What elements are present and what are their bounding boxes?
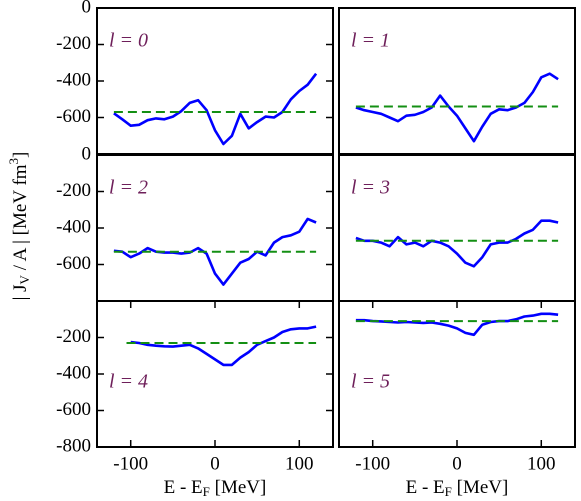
y-axis-label-part: 3 <box>6 158 21 165</box>
x-axis-label-part: F <box>445 484 452 499</box>
panel-label: l = 5 <box>351 371 390 393</box>
x-axis-label-part: E - E <box>406 477 445 498</box>
x-tick-label: -100 <box>355 453 390 474</box>
x-tick-label: 100 <box>527 453 556 474</box>
series-line <box>355 72 559 143</box>
x-axis-label: E - EF [MeV] <box>164 477 267 499</box>
y-tick-label: -600 <box>56 253 91 274</box>
y-tick-label: -200 <box>56 33 91 54</box>
y-axis-label-part: ] <box>10 152 31 158</box>
x-tick-label: -100 <box>113 453 148 474</box>
panel-label: l = 2 <box>109 177 148 199</box>
x-axis-label-part: [MeV] <box>452 477 508 498</box>
y-tick-label: -600 <box>56 399 91 420</box>
panel-label: l = 3 <box>351 177 390 199</box>
y-tick-label: 0 <box>82 0 92 17</box>
y-tick-label: -400 <box>56 362 91 383</box>
y-axis-label-part: / A | [MeV fm <box>10 164 31 275</box>
x-axis-label-part: [MeV] <box>210 477 266 498</box>
panel-label: l = 0 <box>109 30 148 52</box>
x-tick-label: 100 <box>285 453 314 474</box>
panel-frame <box>338 300 576 448</box>
y-tick-label: -200 <box>56 180 91 201</box>
x-tick-label: 0 <box>452 453 462 474</box>
x-axis-label-part: E - E <box>164 477 203 498</box>
y-tick-label: -800 <box>56 435 91 456</box>
y-axis-label-part: | J <box>10 284 31 300</box>
y-axis-label-part: V <box>17 274 32 284</box>
x-axis-label-part: F <box>203 484 210 499</box>
y-tick-label: -400 <box>56 69 91 90</box>
y-tick-label: 0 <box>82 143 92 164</box>
y-axis-label: | JV / A | [MeV fm3] <box>6 152 32 301</box>
y-tick-label: -400 <box>56 216 91 237</box>
series-line <box>113 72 318 146</box>
panel-frame <box>96 300 334 448</box>
panel-label: l = 1 <box>351 30 390 52</box>
series-line <box>355 312 559 337</box>
series-line <box>113 217 317 286</box>
series-line <box>355 219 559 268</box>
x-tick-label: 0 <box>210 453 220 474</box>
series-line <box>130 325 317 367</box>
y-tick-label: -200 <box>56 326 91 347</box>
x-axis-label: E - EF [MeV] <box>406 477 509 499</box>
y-tick-label: -600 <box>56 106 91 127</box>
panel-label: l = 4 <box>109 371 148 393</box>
